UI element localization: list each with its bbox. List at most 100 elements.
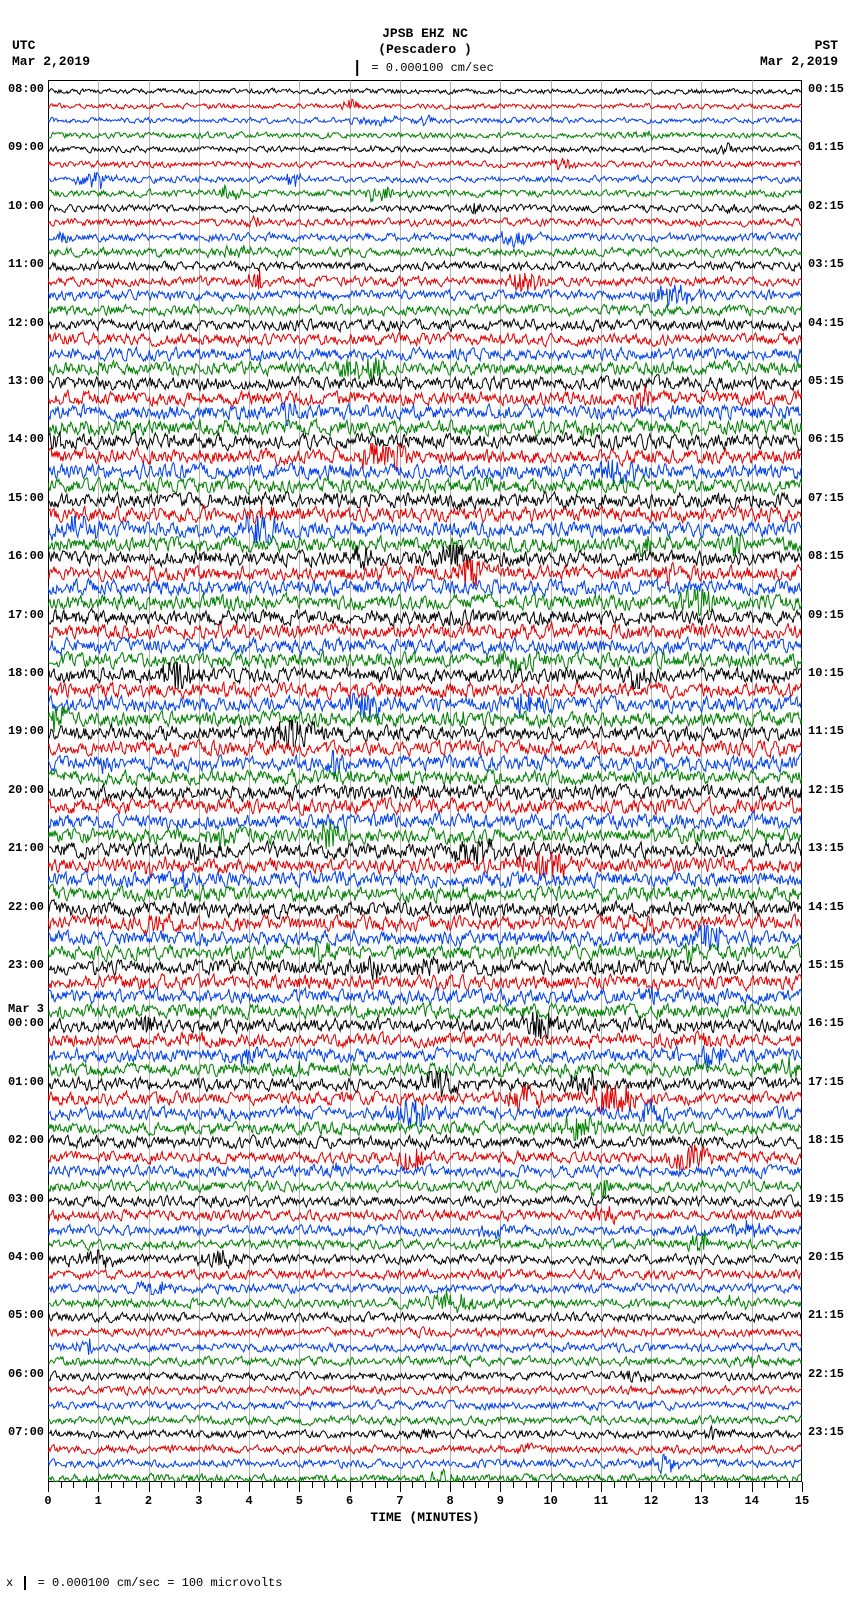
x-tick-major <box>149 1482 150 1492</box>
x-tick-major <box>651 1482 652 1492</box>
x-tick-label: 6 <box>346 1494 353 1508</box>
date-right: Mar 2,2019 <box>760 54 838 69</box>
seismic-trace <box>48 1465 802 1482</box>
station-code: JPSB EHZ NC <box>382 26 468 41</box>
x-tick-minor <box>61 1482 62 1488</box>
utc-hour-label: 07:00 <box>4 1425 44 1439</box>
x-tick-major <box>350 1482 351 1492</box>
x-tick-minor <box>362 1482 363 1488</box>
x-tick-label: 9 <box>497 1494 504 1508</box>
x-tick-minor <box>123 1482 124 1488</box>
x-tick-minor <box>764 1482 765 1488</box>
utc-hour-label: 01:00 <box>4 1075 44 1089</box>
x-tick-major <box>48 1482 49 1492</box>
x-tick-major <box>802 1482 803 1492</box>
pst-hour-label: 23:15 <box>808 1425 844 1439</box>
utc-hour-label: 08:00 <box>4 82 44 96</box>
utc-hour-label: 17:00 <box>4 608 44 622</box>
x-tick-minor <box>111 1482 112 1488</box>
pst-hour-label: 05:15 <box>808 374 844 388</box>
utc-hour-label: 14:00 <box>4 432 44 446</box>
pst-hour-label: 15:15 <box>808 958 844 972</box>
scale-indicator: = 0.000100 cm/sec <box>356 60 494 76</box>
x-tick-label: 7 <box>396 1494 403 1508</box>
x-tick-major <box>299 1482 300 1492</box>
x-tick-major <box>450 1482 451 1492</box>
utc-midnight-date: Mar 3 <box>4 1002 44 1016</box>
pst-hour-label: 12:15 <box>808 783 844 797</box>
x-tick-minor <box>588 1482 589 1488</box>
utc-hour-label: 02:00 <box>4 1133 44 1147</box>
pst-hour-label: 19:15 <box>808 1192 844 1206</box>
x-tick-label: 15 <box>795 1494 809 1508</box>
x-tick-minor <box>337 1482 338 1488</box>
x-tick-minor <box>224 1482 225 1488</box>
x-axis: 0123456789101112131415 TIME (MINUTES) <box>0 1482 850 1530</box>
x-tick-label: 13 <box>694 1494 708 1508</box>
utc-hour-label: 00:00 <box>4 1016 44 1030</box>
x-tick-minor <box>237 1482 238 1488</box>
utc-hour-label: 16:00 <box>4 549 44 563</box>
x-tick-minor <box>727 1482 728 1488</box>
station-name: (Pescadero ) <box>378 42 472 57</box>
x-tick-major <box>98 1482 99 1492</box>
header: JPSB EHZ NC (Pescadero ) = 0.000100 cm/s… <box>0 0 850 80</box>
x-tick-minor <box>274 1482 275 1488</box>
pst-hour-label: 04:15 <box>808 316 844 330</box>
utc-hour-label: 23:00 <box>4 958 44 972</box>
x-tick-label: 2 <box>145 1494 152 1508</box>
utc-hour-label: 15:00 <box>4 491 44 505</box>
x-tick-minor <box>689 1482 690 1488</box>
pst-hour-label: 22:15 <box>808 1367 844 1381</box>
utc-hour-label: 13:00 <box>4 374 44 388</box>
x-tick-label: 8 <box>447 1494 454 1508</box>
pst-hour-label: 01:15 <box>808 140 844 154</box>
x-tick-minor <box>186 1482 187 1488</box>
plot-area: 08:0009:0010:0011:0012:0013:0014:0015:00… <box>0 80 850 1482</box>
x-tick-major <box>601 1482 602 1492</box>
x-tick-minor <box>513 1482 514 1488</box>
seismogram-page: JPSB EHZ NC (Pescadero ) = 0.000100 cm/s… <box>0 0 850 1590</box>
utc-hour-label: 22:00 <box>4 900 44 914</box>
scale-bar-icon <box>356 60 358 76</box>
x-tick-minor <box>488 1482 489 1488</box>
x-tick-minor <box>287 1482 288 1488</box>
pst-hour-label: 10:15 <box>808 666 844 680</box>
pst-hour-label: 17:15 <box>808 1075 844 1089</box>
x-tick-minor <box>563 1482 564 1488</box>
x-tick-label: 5 <box>296 1494 303 1508</box>
x-tick-major <box>400 1482 401 1492</box>
trace-area <box>48 80 802 1482</box>
x-tick-minor <box>463 1482 464 1488</box>
x-tick-minor <box>777 1482 778 1488</box>
x-tick-label: 4 <box>245 1494 252 1508</box>
x-tick-label: 11 <box>594 1494 608 1508</box>
scale-text: = 0.000100 cm/sec <box>371 61 493 75</box>
utc-hour-label: 19:00 <box>4 724 44 738</box>
x-tick-label: 3 <box>195 1494 202 1508</box>
x-tick-label: 1 <box>95 1494 102 1508</box>
x-tick-minor <box>174 1482 175 1488</box>
x-tick-minor <box>614 1482 615 1488</box>
x-tick-major <box>199 1482 200 1492</box>
pst-hour-label: 07:15 <box>808 491 844 505</box>
x-tick-minor <box>324 1482 325 1488</box>
x-tick-minor <box>576 1482 577 1488</box>
pst-hour-label: 14:15 <box>808 900 844 914</box>
x-tick-minor <box>626 1482 627 1488</box>
utc-hour-label: 12:00 <box>4 316 44 330</box>
x-tick-minor <box>789 1482 790 1488</box>
x-tick-minor <box>739 1482 740 1488</box>
utc-hour-label: 18:00 <box>4 666 44 680</box>
x-tick-label: 0 <box>44 1494 51 1508</box>
x-tick-minor <box>136 1482 137 1488</box>
x-tick-major <box>752 1482 753 1492</box>
x-tick-minor <box>664 1482 665 1488</box>
x-tick-minor <box>86 1482 87 1488</box>
x-tick-major <box>500 1482 501 1492</box>
pst-hour-label: 18:15 <box>808 1133 844 1147</box>
pst-hour-label: 08:15 <box>808 549 844 563</box>
pst-hour-label: 03:15 <box>808 257 844 271</box>
tz-right: PST <box>815 38 838 53</box>
x-tick-minor <box>387 1482 388 1488</box>
